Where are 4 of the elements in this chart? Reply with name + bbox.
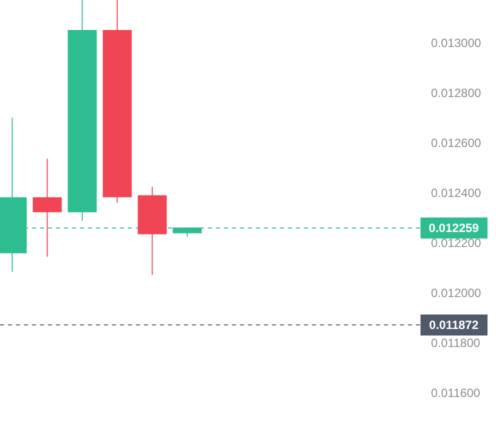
candlestick [102, 0, 132, 204]
candlestick [68, 0, 97, 222]
candlestick [32, 158, 62, 258]
candlestick [138, 186, 167, 276]
